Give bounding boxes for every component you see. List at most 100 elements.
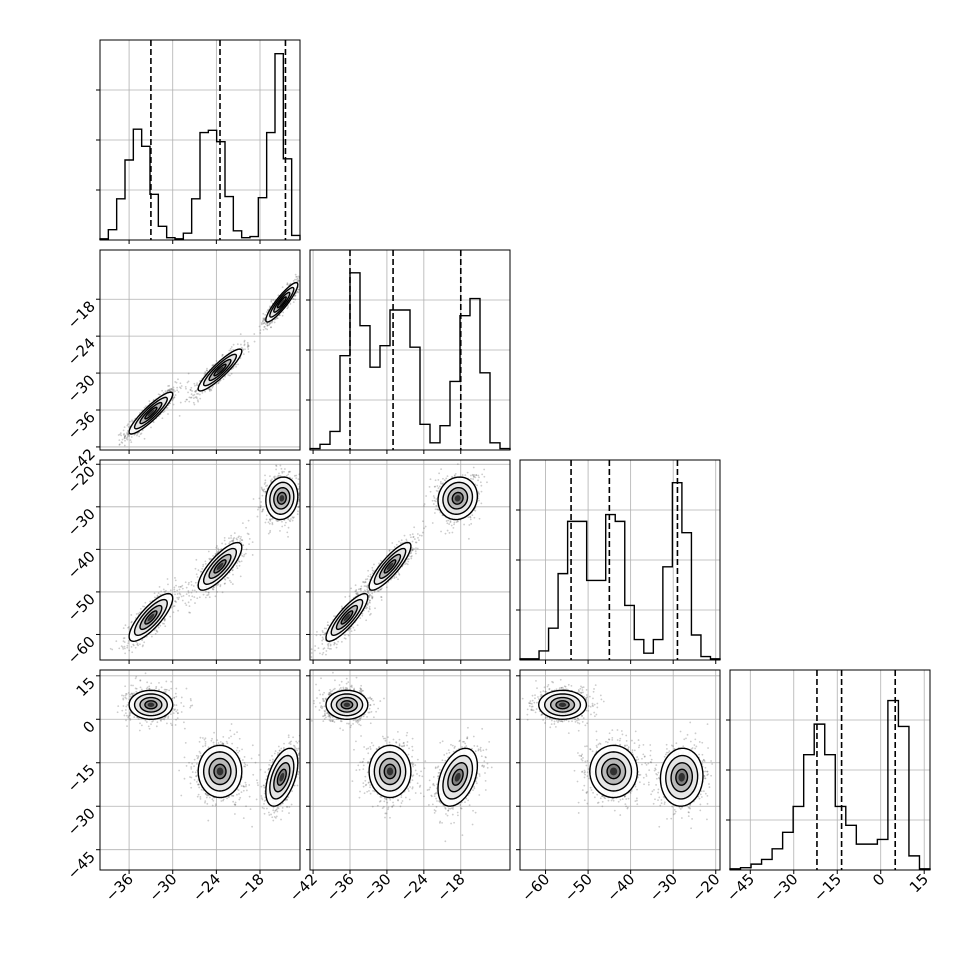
sample-point bbox=[179, 382, 182, 385]
sample-point bbox=[124, 624, 127, 627]
sample-point bbox=[286, 283, 289, 285]
sample-point bbox=[355, 593, 358, 595]
sample-point bbox=[271, 517, 274, 520]
sample-point bbox=[195, 389, 197, 392]
sample-point bbox=[174, 381, 177, 383]
sample-point bbox=[260, 322, 263, 324]
sample-point bbox=[281, 286, 284, 289]
sample-point bbox=[228, 349, 231, 352]
sample-point bbox=[196, 399, 199, 402]
sample-point bbox=[202, 563, 205, 566]
sample-point bbox=[340, 605, 343, 608]
sample-point bbox=[207, 550, 210, 553]
sample-point bbox=[153, 596, 156, 599]
sample-point bbox=[269, 305, 271, 308]
y-tick-label: −30 bbox=[64, 371, 99, 406]
sample-point bbox=[221, 591, 224, 594]
sample-point bbox=[368, 605, 371, 608]
sample-point bbox=[184, 602, 187, 605]
sample-point bbox=[301, 283, 303, 285]
sample-point bbox=[262, 489, 265, 492]
sample-point bbox=[201, 391, 204, 394]
sample-point bbox=[368, 601, 371, 604]
sample-point bbox=[288, 519, 291, 522]
sample-point bbox=[277, 294, 280, 297]
histogram-step bbox=[729, 699, 931, 870]
sample-point bbox=[327, 647, 330, 650]
sample-point bbox=[232, 541, 235, 543]
sample-point bbox=[330, 648, 332, 650]
sample-point bbox=[180, 385, 183, 387]
sample-point bbox=[217, 550, 219, 553]
sample-point bbox=[303, 271, 305, 273]
sample-point bbox=[355, 592, 358, 595]
sample-point bbox=[162, 588, 165, 591]
sample-point bbox=[263, 321, 266, 324]
sample-point bbox=[297, 288, 300, 291]
sample-point bbox=[127, 626, 129, 629]
sample-point bbox=[166, 389, 169, 392]
sample-point bbox=[129, 439, 132, 441]
sample-point bbox=[170, 606, 173, 609]
sample-point bbox=[307, 273, 309, 275]
sample-point bbox=[261, 508, 264, 511]
sample-point bbox=[276, 317, 279, 319]
sample-point bbox=[264, 474, 266, 477]
x-tick-label: 15 bbox=[906, 870, 932, 896]
sample-point bbox=[195, 383, 198, 386]
sample-point bbox=[246, 532, 249, 535]
sample-point bbox=[195, 389, 197, 392]
sample-point bbox=[175, 601, 178, 603]
sample-point bbox=[355, 588, 358, 591]
sample-point bbox=[133, 433, 136, 436]
sample-point bbox=[292, 298, 295, 301]
sample-point bbox=[131, 651, 134, 654]
sample-point bbox=[118, 439, 121, 442]
sample-point bbox=[123, 645, 126, 648]
sample-point bbox=[136, 643, 139, 646]
sample-point bbox=[288, 471, 290, 473]
sample-point bbox=[196, 382, 198, 385]
sample-point bbox=[111, 648, 114, 651]
sample-point bbox=[295, 276, 298, 278]
sample-point bbox=[349, 627, 352, 630]
sample-point bbox=[302, 282, 304, 284]
sample-point bbox=[123, 444, 126, 447]
sample-point bbox=[235, 365, 237, 368]
sample-point bbox=[366, 603, 369, 605]
sample-point bbox=[204, 596, 207, 599]
sample-point bbox=[241, 348, 244, 350]
sample-point bbox=[367, 589, 370, 592]
sample-point bbox=[204, 371, 207, 373]
sample-point bbox=[168, 384, 171, 387]
sample-point bbox=[297, 488, 300, 491]
sample-point bbox=[321, 630, 324, 632]
sample-point bbox=[304, 275, 306, 277]
sample-point bbox=[189, 389, 192, 392]
sample-point bbox=[167, 389, 170, 391]
sample-point bbox=[120, 434, 123, 437]
sample-point bbox=[258, 497, 261, 500]
sample-point bbox=[294, 278, 296, 281]
sample-point bbox=[239, 333, 242, 336]
sample-point bbox=[297, 275, 300, 278]
sample-point bbox=[224, 582, 226, 585]
sample-point bbox=[278, 314, 281, 317]
y-tick-label: −50 bbox=[64, 590, 99, 625]
sample-point bbox=[269, 322, 272, 324]
sample-point bbox=[233, 537, 236, 539]
sample-point bbox=[276, 476, 279, 479]
sample-point bbox=[130, 614, 133, 616]
x-tick-label: 0 bbox=[869, 870, 888, 889]
sample-point bbox=[124, 435, 126, 437]
sample-point bbox=[188, 581, 190, 584]
sample-point bbox=[322, 651, 325, 654]
sample-point bbox=[123, 432, 125, 435]
sample-point bbox=[244, 552, 247, 555]
sample-point bbox=[193, 403, 196, 406]
hist-panel bbox=[96, 39, 301, 244]
sample-point bbox=[326, 624, 329, 627]
sample-point bbox=[242, 544, 245, 547]
sample-point bbox=[178, 585, 180, 588]
sample-point bbox=[163, 410, 166, 413]
